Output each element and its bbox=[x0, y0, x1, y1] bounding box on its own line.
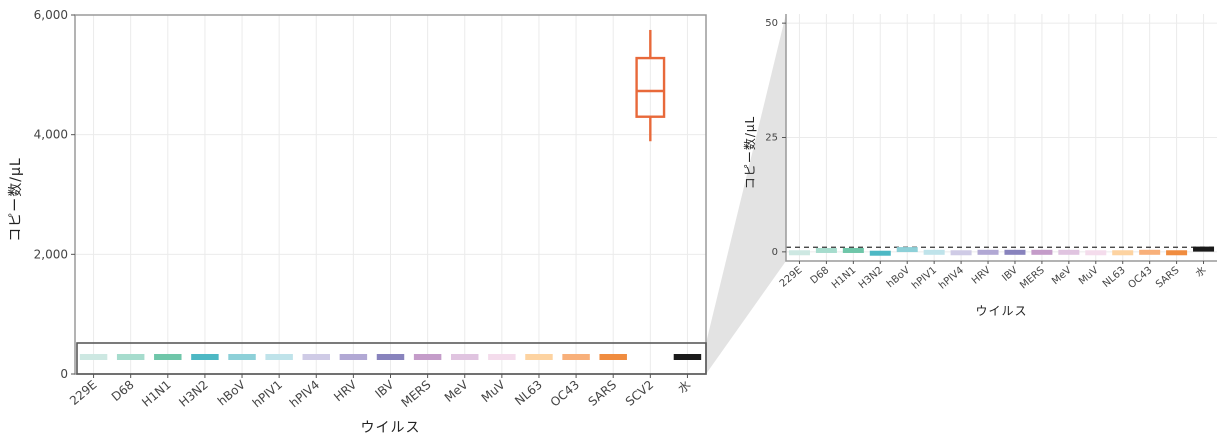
main-y-tick-label: 2,000 bbox=[34, 247, 68, 261]
main-x-tick-label: NL63 bbox=[512, 378, 545, 409]
inset-box-SARS bbox=[1166, 250, 1188, 256]
inset-box-NL63 bbox=[1112, 250, 1134, 256]
box-SARS bbox=[599, 354, 627, 360]
main-y-tick-label: 4,000 bbox=[34, 128, 68, 142]
inset-box-hPIV1 bbox=[923, 249, 945, 255]
zoom-connector bbox=[706, 14, 786, 374]
main-x-tick-label: hPIV1 bbox=[250, 378, 285, 411]
box-D68 bbox=[116, 354, 145, 360]
inset-box-IBV bbox=[1004, 249, 1026, 255]
box-H3N2 bbox=[191, 354, 219, 360]
inset-box-HRV bbox=[977, 249, 999, 255]
inset-box-hBoV bbox=[896, 247, 918, 253]
inset-x-tick-label: MeV bbox=[1050, 265, 1074, 287]
main-x-tick-label: 229E bbox=[67, 378, 99, 408]
zoom-region-box bbox=[76, 342, 707, 375]
inset-x-tick-label: H3N2 bbox=[857, 265, 885, 291]
inset-x-tick-label: D68 bbox=[809, 265, 832, 287]
inset-y-tick-label: 25 bbox=[765, 133, 778, 144]
inset-box-229E bbox=[788, 250, 810, 256]
inset-box-hPIV4 bbox=[950, 250, 972, 256]
inset-y-tick-label: 0 bbox=[772, 247, 778, 258]
inset-x-tick-label: 水 bbox=[1193, 264, 1208, 280]
main-grid bbox=[75, 14, 706, 375]
main-x-tick-label: MeV bbox=[442, 377, 471, 405]
main-y-tick-label: 0 bbox=[60, 367, 68, 381]
inset-y-tick-label: 50 bbox=[765, 18, 778, 29]
main-x-tick-label: SARS bbox=[586, 378, 620, 409]
inset-x-tick-label: OC43 bbox=[1126, 265, 1154, 291]
main-x-tick-label: 水 bbox=[675, 378, 693, 396]
main-x-axis-title: ウイルス bbox=[361, 420, 421, 436]
inset-box-H3N2 bbox=[869, 250, 891, 256]
main-x-tick-label: MERS bbox=[399, 378, 434, 411]
inset-plot-frame bbox=[785, 14, 1217, 262]
main-y-axis-title: コピー数/μL bbox=[8, 157, 24, 241]
main-x-tick-label: IBV bbox=[372, 377, 397, 401]
box-HRV bbox=[339, 354, 368, 360]
main-x-tick-label: H3N2 bbox=[176, 378, 210, 410]
inset-x-tick-label: 229E bbox=[778, 265, 805, 290]
main-x-tick-label: SCV2 bbox=[623, 378, 656, 409]
inset-box-H1N1 bbox=[842, 247, 864, 253]
box-MeV bbox=[451, 354, 479, 360]
box-hBoV bbox=[228, 354, 256, 360]
main-x-ticks: 229E D68 H1N1 H3N2 hBoV hPIV1 hPIV4 HRV IBV MERS M… bbox=[67, 374, 693, 410]
inset-y-axis-title: コピー数/μL bbox=[742, 116, 757, 189]
main-x-tick-label: hPIV4 bbox=[287, 378, 322, 411]
box-SCV2 bbox=[635, 29, 666, 142]
inset-box-MERS bbox=[1031, 249, 1053, 255]
inset-box-水 bbox=[1193, 246, 1215, 252]
inset-x-tick-label: MuV bbox=[1077, 265, 1101, 288]
box-水 bbox=[673, 354, 702, 360]
inset-box-OC43 bbox=[1139, 249, 1161, 255]
inset-x-tick-label: IBV bbox=[1000, 265, 1020, 284]
inset-y-ticks: 0 25 50 bbox=[765, 18, 786, 258]
box-MERS bbox=[413, 354, 442, 360]
main-marks bbox=[79, 29, 702, 360]
inset-x-tick-label: HRV bbox=[970, 265, 993, 287]
inset-box-MuV bbox=[1085, 250, 1107, 256]
main-x-tick-label: MuV bbox=[479, 377, 509, 405]
box-iqr bbox=[635, 56, 666, 118]
box-IBV bbox=[376, 354, 405, 360]
box-NL63 bbox=[525, 354, 553, 360]
box-MuV bbox=[488, 354, 516, 360]
box-H1N1 bbox=[154, 354, 182, 360]
inset-x-tick-label: hBoV bbox=[885, 265, 912, 290]
box-hPIV4 bbox=[302, 354, 330, 360]
main-y-tick-label: 6,000 bbox=[34, 8, 68, 22]
main-x-tick-label: D68 bbox=[109, 378, 137, 404]
inset-x-tick-label: hPIV1 bbox=[910, 265, 939, 292]
box-hPIV1 bbox=[265, 354, 293, 360]
box-229E bbox=[79, 354, 108, 360]
inset-box-D68 bbox=[815, 247, 837, 253]
main-x-tick-label: HRV bbox=[331, 377, 360, 404]
inset-x-tick-label: hPIV4 bbox=[937, 265, 966, 292]
inset-marks bbox=[788, 246, 1215, 256]
main-x-tick-label: H1N1 bbox=[139, 378, 173, 410]
inset-x-tick-label: SARS bbox=[1154, 265, 1182, 291]
inset-x-tick-label: NL63 bbox=[1101, 265, 1128, 290]
main-y-ticks: 0 2,000 4,000 6,000 bbox=[34, 8, 75, 381]
inset-grid bbox=[786, 14, 1217, 261]
inset-x-tick-label: MERS bbox=[1018, 265, 1047, 292]
main-x-tick-label: hBoV bbox=[215, 377, 249, 408]
inset-box-MeV bbox=[1058, 249, 1080, 255]
box-OC43 bbox=[562, 354, 590, 360]
main-x-tick-label: OC43 bbox=[548, 378, 582, 410]
inset-x-axis-title: ウイルス bbox=[975, 304, 1027, 318]
inset-x-tick-label: H1N1 bbox=[830, 265, 858, 291]
